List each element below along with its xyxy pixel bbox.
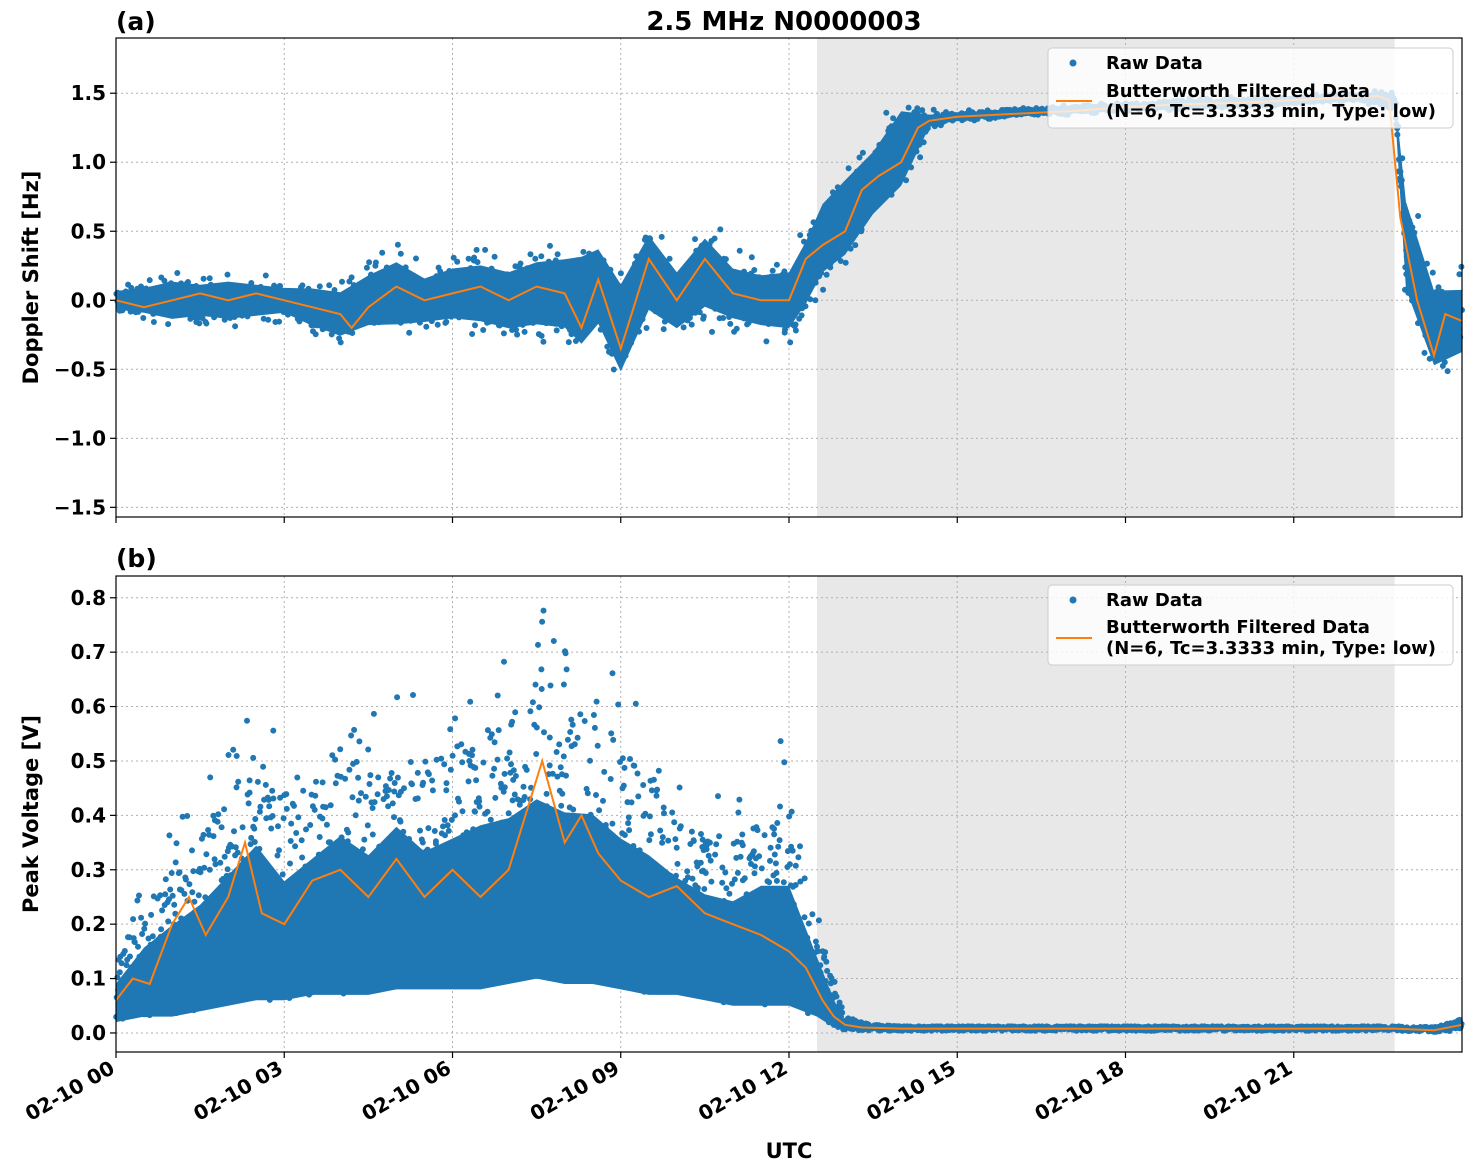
a-ytick-label-6: 1.5 [71,81,106,105]
b-ytick-label-8: 0.8 [71,586,106,610]
x-tick-label-5: 02-10 15 [862,1056,960,1126]
panel-label-a: (a) [116,7,156,36]
b-ytick-label-2: 0.2 [71,912,106,936]
y-axis-label-a: Doppler Shift [Hz] [19,171,43,385]
legend-raw-marker-a [1069,59,1077,67]
x-tick-label-1: 02-10 03 [189,1056,287,1126]
a-ytick-label-1: −1.0 [54,426,106,450]
b-ytick-label-7: 0.7 [71,640,106,664]
b-ytick-label-4: 0.4 [71,803,106,827]
b-raw-core [116,799,1462,1032]
figure-title: 2.5 MHz N0000003 [646,7,921,37]
a-raw-core [116,93,1462,372]
a-ytick-label-3: 0.0 [71,288,106,312]
b-ytick-label-3: 0.3 [71,858,106,882]
a-ytick-label-2: −0.5 [54,357,106,381]
a-ytick-label-4: 0.5 [71,219,106,243]
legend-a: Raw Data Butterworth Filtered Data (N=6,… [1047,47,1454,129]
x-axis-label: UTC [766,1139,813,1163]
legend-raw-label-a: Raw Data [1106,53,1203,74]
legend-filtered-label-a-1: Butterworth Filtered Data [1106,81,1370,102]
ticks-a: −1.5 −1.0 −0.5 0.0 0.5 1.0 1.5 [54,81,1295,523]
x-tick-label-7: 02-10 21 [1199,1056,1297,1126]
x-tick-label-0: 02-10 00 [21,1056,119,1126]
legend-filtered-label-b-2: (N=6, Tc=3.3333 min, Type: low) [1106,638,1436,659]
x-tick-label-6: 02-10 18 [1030,1056,1128,1126]
legend-filtered-label-b-1: Butterworth Filtered Data [1106,617,1370,638]
panel-b: 0.0 0.1 0.2 0.3 0.4 0.5 0.6 0.7 0.8 Peak Voltage… [19,544,1465,1163]
b-ytick-label-6: 0.6 [71,695,106,719]
legend-filtered-label-a-2: (N=6, Tc=3.3333 min, Type: low) [1106,101,1436,122]
a-ytick-label-5: 1.0 [71,150,106,174]
panel-label-b: (b) [116,544,157,573]
panel-a: −1.5 −1.0 −0.5 0.0 0.5 1.0 1.5 Doppler Shift [… [19,7,1465,523]
x-tick-label-2: 02-10 06 [357,1056,455,1126]
ticks-b: 0.0 0.1 0.2 0.3 0.4 0.5 0.6 0.7 0.8 [71,586,1295,1058]
y-axis-label-b: Peak Voltage [V] [19,715,43,913]
legend-b: Raw Data Butterworth Filtered Data (N=6,… [1047,584,1454,666]
filtered-data-line-b [115,757,1463,1032]
x-tick-label-3: 02-10 09 [526,1056,624,1126]
b-ytick-label-0: 0.0 [71,1021,106,1045]
legend-raw-marker-b [1069,596,1077,604]
b-ytick-label-5: 0.5 [71,749,106,773]
x-tick-labels: 02-10 00 02-10 03 02-10 06 02-10 09 02-10 12… [21,1056,1296,1126]
legend-raw-label-b: Raw Data [1106,590,1203,611]
x-tick-label-4: 02-10 12 [694,1056,792,1126]
a-ytick-label-0: −1.5 [54,495,106,519]
b-ytick-label-1: 0.1 [71,967,106,991]
